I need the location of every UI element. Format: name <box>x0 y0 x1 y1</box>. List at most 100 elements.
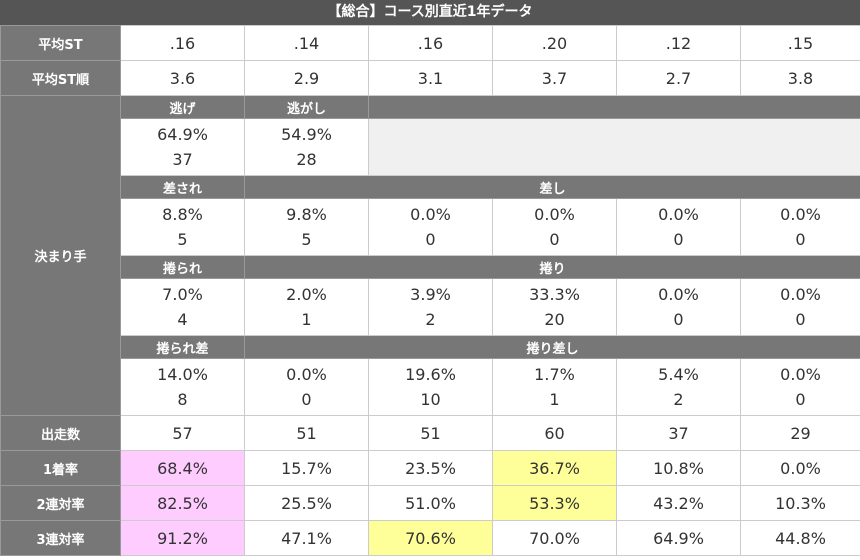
page-title: 【総合】コース別直近1年データ <box>0 0 860 25</box>
cell: 64.9% <box>616 520 741 556</box>
kimarite-nige-row: 64.9% 37 54.9% 28 <box>1 118 860 176</box>
cell: 23.5% <box>368 450 493 486</box>
count: 0 <box>673 310 684 329</box>
cell: 0.0% 0 <box>740 358 860 416</box>
subheader: 捲り <box>244 255 860 279</box>
count: 4 <box>177 310 188 329</box>
pct: 9.8% <box>286 205 327 224</box>
avg-st-row: 平均ST .16 .14 .16 .20 .12 .15 <box>0 25 860 61</box>
count: 0 <box>301 390 312 409</box>
cell: 10.8% <box>616 450 741 486</box>
subheader: 逃がし <box>244 95 369 119</box>
cell: 60 <box>492 415 617 451</box>
cell: .12 <box>616 25 741 61</box>
cell: 54.9% 28 <box>244 118 369 176</box>
cell: 25.5% <box>244 485 369 521</box>
pct: 0.0% <box>780 365 821 384</box>
cell: 3.9% 2 <box>368 278 493 336</box>
row-header: 決まり手 <box>0 95 121 416</box>
pct: 19.6% <box>405 365 456 384</box>
pct: 0.0% <box>286 365 327 384</box>
cell: 0.0% 0 <box>368 198 493 256</box>
cell-highlight: 70.6% <box>368 520 493 556</box>
cell: 51.0% <box>368 485 493 521</box>
pct: 64.9% <box>157 125 208 144</box>
pct: 0.0% <box>534 205 575 224</box>
cell: 8.8% 5 <box>120 198 245 256</box>
count: 8 <box>177 390 188 409</box>
subheader: 捲られ <box>120 255 245 279</box>
cell: 51 <box>368 415 493 451</box>
pct: 5.4% <box>658 365 699 384</box>
course-stats-table: 平均ST .16 .14 .16 .20 .12 .15 平均ST順 3.6 2… <box>0 25 860 556</box>
count: 5 <box>301 230 312 249</box>
pct: 54.9% <box>281 125 332 144</box>
row-header: 2連対率 <box>0 485 121 521</box>
pct: 7.0% <box>162 285 203 304</box>
cell-highlight: 68.4% <box>120 450 245 486</box>
subheader: 差し <box>244 175 860 199</box>
cell: 3.7 <box>492 60 617 96</box>
cell: 1.7% 1 <box>492 358 617 416</box>
cell: 10.3% <box>740 485 860 521</box>
count: 0 <box>795 230 806 249</box>
cell: 0.0% 0 <box>244 358 369 416</box>
count: 0 <box>673 230 684 249</box>
pct: 2.0% <box>286 285 327 304</box>
count: 5 <box>177 230 188 249</box>
pct: 8.8% <box>162 205 203 224</box>
cell: 43.2% <box>616 485 741 521</box>
subheader: 捲り差し <box>244 335 860 359</box>
cell: 0.0% 0 <box>740 278 860 336</box>
empty-cell <box>368 118 860 176</box>
cell: 3.8 <box>740 60 860 96</box>
cell: 47.1% <box>244 520 369 556</box>
cell: 0.0% 0 <box>740 198 860 256</box>
cell: 9.8% 5 <box>244 198 369 256</box>
cell: 51 <box>244 415 369 451</box>
top2-rate-row: 2連対率 82.5% 25.5% 51.0% 53.3% 43.2% 10.3% <box>0 485 860 521</box>
cell-highlight: 91.2% <box>120 520 245 556</box>
cell: 44.8% <box>740 520 860 556</box>
cell: 0.0% 0 <box>616 278 741 336</box>
cell: 5.4% 2 <box>616 358 741 416</box>
cell: 0.0% 0 <box>616 198 741 256</box>
cell: 2.0% 1 <box>244 278 369 336</box>
cell: .16 <box>120 25 245 61</box>
row-header: 出走数 <box>0 415 121 451</box>
cell: 3.6 <box>120 60 245 96</box>
cell: 29 <box>740 415 860 451</box>
row-header: 平均ST <box>0 25 121 61</box>
count: 10 <box>420 390 441 409</box>
row-header: 平均ST順 <box>0 60 121 96</box>
count: 1 <box>301 310 312 329</box>
count: 37 <box>172 150 193 169</box>
count: 0 <box>795 310 806 329</box>
count: 20 <box>544 310 565 329</box>
win-rate-row: 1着率 68.4% 15.7% 23.5% 36.7% 10.8% 0.0% <box>0 450 860 486</box>
count: 2 <box>425 310 436 329</box>
pct: 1.7% <box>534 365 575 384</box>
pct: 0.0% <box>658 285 699 304</box>
kimarite-makuri-row: 7.0% 4 2.0% 1 3.9% 2 33.3% 20 0.0% 0 0.0% 0 <box>1 278 860 336</box>
top3-rate-row: 3連対率 91.2% 47.1% 70.6% 70.0% 64.9% 44.8% <box>0 520 860 556</box>
cell: 64.9% 37 <box>120 118 245 176</box>
kimarite-subheader-row: 捲られ 捲り <box>1 255 860 279</box>
pct: 0.0% <box>410 205 451 224</box>
count: 0 <box>549 230 560 249</box>
cell: .16 <box>368 25 493 61</box>
cell: 2.7 <box>616 60 741 96</box>
cell: 3.1 <box>368 60 493 96</box>
starts-row: 出走数 57 51 51 60 37 29 <box>0 415 860 451</box>
count: 0 <box>795 390 806 409</box>
pct: 33.3% <box>529 285 580 304</box>
cell: 7.0% 4 <box>120 278 245 336</box>
cell: .20 <box>492 25 617 61</box>
cell: 14.0% 8 <box>120 358 245 416</box>
cell: .15 <box>740 25 860 61</box>
cell: 57 <box>120 415 245 451</box>
row-header: 3連対率 <box>0 520 121 556</box>
cell: 33.3% 20 <box>492 278 617 336</box>
cell: 2.9 <box>244 60 369 96</box>
subheader: 逃げ <box>120 95 245 119</box>
